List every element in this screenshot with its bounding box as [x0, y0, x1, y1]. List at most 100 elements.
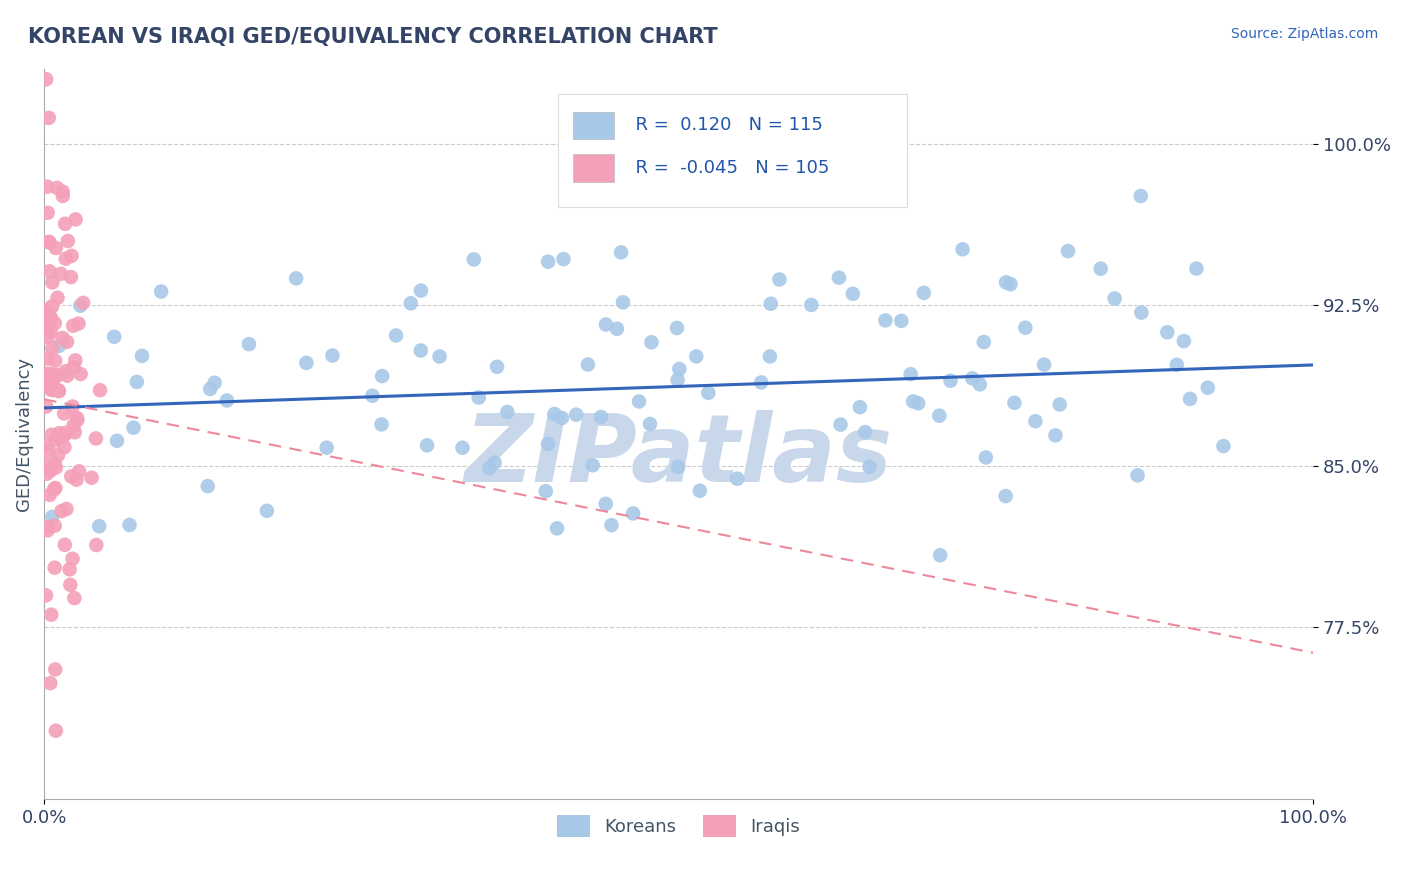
Point — [51, 331, 73, 345]
Point — [41, 427, 63, 442]
Point — [44, 663, 66, 677]
Point — [1049, 397, 1071, 411]
Point — [53, 407, 76, 421]
Bar — [574, 112, 614, 139]
Point — [370, 417, 392, 432]
Point — [66, 413, 89, 427]
Point — [35, 467, 58, 481]
Point — [1024, 414, 1046, 428]
Point — [1173, 334, 1195, 348]
Point — [53, 428, 76, 442]
Point — [38, 235, 60, 250]
Point — [689, 483, 711, 498]
Point — [198, 382, 221, 396]
Point — [46, 181, 69, 195]
Point — [901, 394, 924, 409]
Point — [38, 318, 60, 332]
Point — [429, 350, 451, 364]
Y-axis label: GED/Equivalency: GED/Equivalency — [15, 357, 32, 511]
Point — [890, 314, 912, 328]
Point — [725, 472, 748, 486]
Point — [828, 270, 851, 285]
Point — [1212, 439, 1234, 453]
Point — [37, 520, 59, 534]
Point — [35, 318, 58, 332]
Point — [42, 383, 65, 397]
Point — [1057, 244, 1080, 258]
Point — [62, 360, 84, 375]
Point — [60, 469, 83, 483]
Point — [62, 551, 84, 566]
Point — [37, 367, 59, 381]
Point — [697, 385, 720, 400]
Point — [543, 407, 565, 421]
Point — [59, 562, 82, 576]
Point — [45, 241, 67, 255]
Point — [37, 179, 59, 194]
Text: R =  -0.045   N = 105: R = -0.045 N = 105 — [624, 159, 830, 177]
Point — [749, 376, 772, 390]
Point — [1129, 189, 1152, 203]
Point — [1166, 358, 1188, 372]
Text: ZIPatlas: ZIPatlas — [464, 409, 893, 501]
Point — [606, 322, 628, 336]
Point — [962, 371, 984, 385]
Point — [48, 383, 70, 397]
Point — [995, 276, 1018, 290]
Point — [595, 497, 617, 511]
Point — [34, 376, 56, 391]
Point — [842, 286, 865, 301]
Point — [768, 272, 790, 286]
Point — [486, 359, 509, 374]
Point — [1178, 392, 1201, 406]
Point — [875, 313, 897, 327]
Point — [595, 318, 617, 332]
Point — [371, 369, 394, 384]
Point — [103, 330, 125, 344]
Point — [52, 189, 75, 203]
Point — [48, 384, 70, 399]
Point — [1000, 277, 1022, 292]
Point — [900, 367, 922, 381]
Point — [84, 432, 107, 446]
Point — [38, 264, 60, 278]
Point — [409, 284, 432, 298]
Point — [1090, 261, 1112, 276]
Point — [66, 411, 89, 425]
Point — [37, 375, 59, 389]
Point — [80, 471, 103, 485]
Point — [46, 368, 69, 382]
Point — [44, 560, 66, 574]
Point — [38, 235, 60, 249]
Point — [973, 334, 995, 349]
Point — [39, 325, 62, 339]
Point — [45, 723, 67, 738]
Point — [640, 335, 662, 350]
Point — [41, 510, 63, 524]
Point — [41, 341, 63, 355]
Text: Source: ZipAtlas.com: Source: ZipAtlas.com — [1230, 27, 1378, 41]
Point — [928, 409, 950, 423]
Point — [612, 295, 634, 310]
Point — [118, 518, 141, 533]
Point — [37, 206, 59, 220]
Point — [34, 439, 56, 453]
Point — [582, 458, 605, 473]
Point — [295, 356, 318, 370]
Point — [759, 350, 782, 364]
Point — [45, 369, 67, 384]
Point — [1104, 292, 1126, 306]
Point — [546, 521, 568, 535]
Point — [62, 318, 84, 333]
Point — [800, 298, 823, 312]
Point — [912, 285, 935, 300]
Point — [409, 343, 432, 358]
Point — [72, 296, 94, 310]
Point — [565, 408, 588, 422]
Point — [39, 311, 62, 326]
Point — [42, 381, 65, 395]
Legend: Koreans, Iraqis: Koreans, Iraqis — [550, 808, 807, 845]
Point — [60, 249, 83, 263]
Point — [105, 434, 128, 448]
Point — [496, 405, 519, 419]
